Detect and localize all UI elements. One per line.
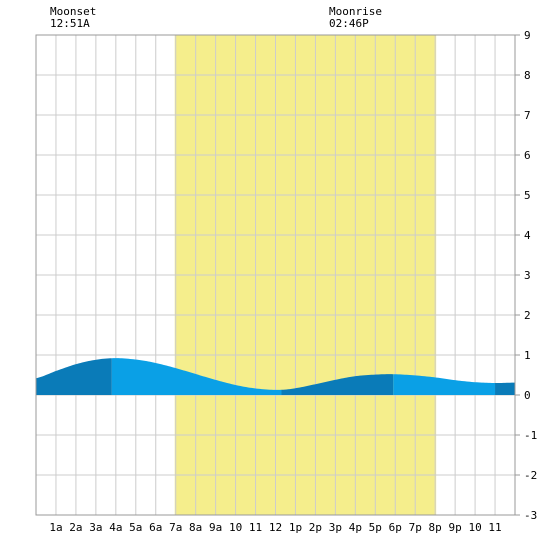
y-tick-label: 6: [524, 149, 531, 162]
moonset-time: 12:51A: [50, 17, 90, 30]
x-tick-label: 12: [269, 521, 282, 534]
x-tick-label: 3a: [89, 521, 102, 534]
tide-area-segment: [111, 358, 282, 395]
x-tick-label: 7a: [169, 521, 182, 534]
x-tick-label: 3p: [329, 521, 342, 534]
y-tick-label: 3: [524, 269, 531, 282]
x-tick-label: 9p: [449, 521, 462, 534]
x-tick-label: 1a: [49, 521, 62, 534]
x-tick-label: 5p: [369, 521, 382, 534]
y-tick-label: -2: [524, 469, 537, 482]
x-tick-label: 10: [468, 521, 481, 534]
x-tick-label: 11: [249, 521, 262, 534]
tide-area-segment: [393, 374, 496, 395]
y-tick-label: 4: [524, 229, 531, 242]
y-tick-label: -3: [524, 509, 537, 522]
x-tick-label: 10: [229, 521, 242, 534]
x-tick-label: 4p: [349, 521, 362, 534]
x-tick-label: 5a: [129, 521, 142, 534]
moonrise-annotation: Moonrise 02:46P: [329, 6, 382, 30]
y-tick-label: -1: [524, 429, 537, 442]
moonrise-label: Moonrise: [329, 5, 382, 18]
y-tick-label: 1: [524, 349, 531, 362]
y-tick-label: 7: [524, 109, 531, 122]
x-tick-label: 8p: [429, 521, 442, 534]
x-tick-label: 6p: [389, 521, 402, 534]
x-tick-label: 7p: [409, 521, 422, 534]
y-tick-label: 9: [524, 29, 531, 42]
tide-area-segment: [36, 358, 112, 395]
moonset-annotation: Moonset 12:51A: [50, 6, 96, 30]
x-tick-label: 1p: [289, 521, 302, 534]
moonrise-time: 02:46P: [329, 17, 369, 30]
x-tick-label: 11: [488, 521, 501, 534]
moonset-label: Moonset: [50, 5, 97, 18]
x-tick-label: 8a: [189, 521, 202, 534]
y-tick-label: 2: [524, 309, 531, 322]
y-tick-label: 0: [524, 389, 531, 402]
y-tick-label: 8: [524, 69, 531, 82]
tide-area-segment: [495, 382, 515, 395]
x-tick-label: 2a: [69, 521, 82, 534]
x-tick-label: 2p: [309, 521, 322, 534]
x-tick-label: 6a: [149, 521, 162, 534]
x-tick-label: 9a: [209, 521, 222, 534]
tide-area-segment: [281, 374, 394, 395]
y-tick-label: 5: [524, 189, 531, 202]
x-tick-label: 4a: [109, 521, 122, 534]
